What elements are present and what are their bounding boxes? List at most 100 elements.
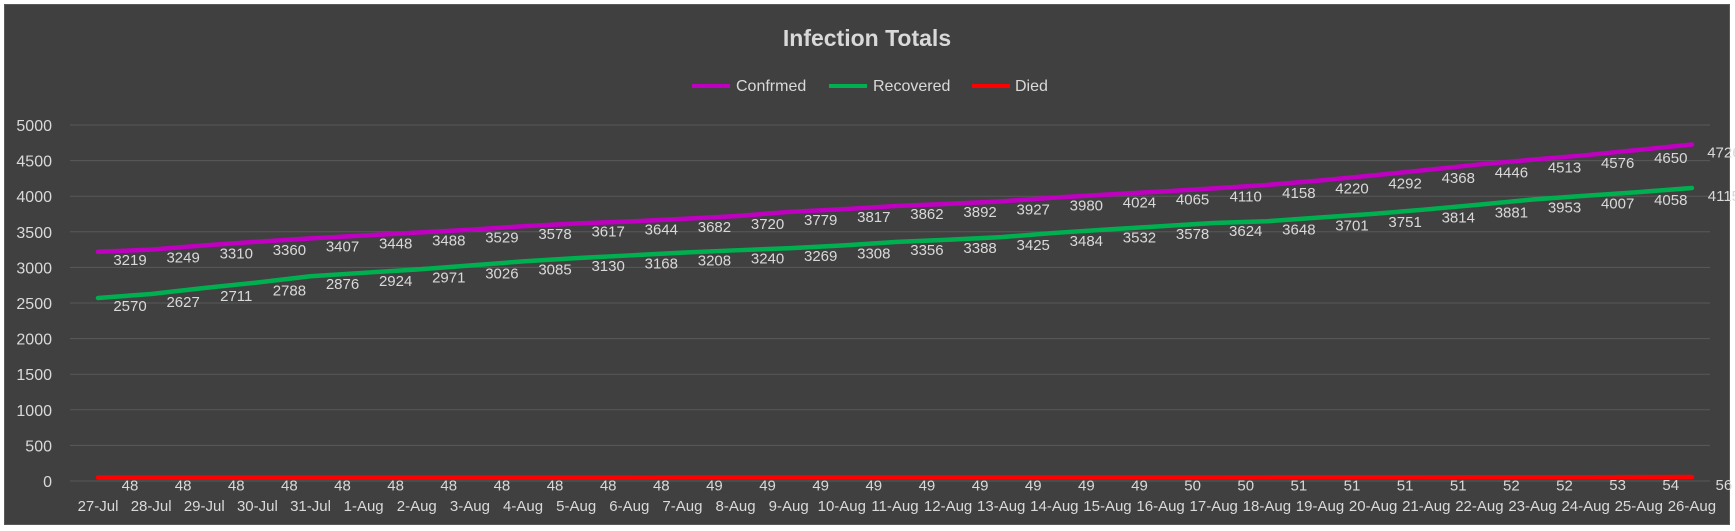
data-label-confrmed: 4292 [1388, 175, 1421, 192]
data-label-recovered: 3814 [1442, 209, 1475, 226]
data-label-confrmed: 4650 [1654, 150, 1687, 167]
data-label-died: 51 [1344, 477, 1361, 494]
data-label-confrmed: 3682 [698, 219, 731, 236]
data-label-confrmed: 3980 [1070, 198, 1103, 215]
x-tick-label: 19-Aug [1296, 498, 1344, 515]
data-label-confrmed: 3360 [273, 242, 306, 259]
x-tick-label: 20-Aug [1349, 498, 1397, 515]
data-label-recovered: 3208 [698, 253, 731, 270]
data-label-died: 49 [759, 478, 776, 495]
data-label-died: 48 [440, 478, 457, 495]
data-label-died: 49 [1131, 478, 1148, 495]
x-tick-label: 15-Aug [1083, 498, 1131, 515]
data-label-recovered: 2788 [273, 282, 306, 299]
x-tick-label: 12-Aug [924, 498, 972, 515]
data-label-recovered: 3578 [1176, 226, 1209, 243]
data-label-died: 56 [1716, 477, 1733, 494]
data-label-died: 49 [919, 478, 936, 495]
x-tick-label: 22-Aug [1455, 498, 1503, 515]
data-label-recovered: 3388 [963, 240, 996, 257]
data-label-died: 49 [865, 478, 882, 495]
x-tick-label: 5-Aug [556, 498, 596, 515]
data-label-recovered: 2971 [432, 269, 465, 286]
data-label-recovered: 2627 [166, 294, 199, 311]
data-label-recovered: 4115 [1708, 188, 1735, 205]
data-label-recovered: 3624 [1229, 223, 1262, 240]
data-label-died: 49 [1025, 478, 1042, 495]
x-tick-label: 25-Aug [1615, 498, 1663, 515]
data-label-confrmed: 4368 [1442, 170, 1475, 187]
data-label-confrmed: 4065 [1176, 192, 1209, 209]
data-label-confrmed: 3488 [432, 233, 465, 250]
data-label-died: 48 [228, 478, 245, 495]
data-label-died: 48 [175, 478, 192, 495]
data-label-died: 51 [1291, 477, 1308, 494]
data-label-died: 48 [653, 478, 670, 495]
data-label-confrmed: 4513 [1548, 160, 1581, 177]
y-tick-label: 1000 [16, 403, 52, 420]
x-tick-label: 2-Aug [397, 498, 437, 515]
data-label-recovered: 3130 [591, 258, 624, 275]
data-label-died: 48 [547, 478, 564, 495]
data-label-recovered: 2570 [113, 298, 146, 315]
chart-frame [4, 4, 1730, 525]
data-label-died: 50 [1237, 477, 1254, 494]
data-label-died: 50 [1184, 477, 1201, 494]
series-line-recovered [95, 185, 1695, 301]
y-tick-label: 2500 [16, 296, 52, 313]
data-label-confrmed: 4158 [1282, 185, 1315, 202]
data-label-died: 54 [1662, 477, 1679, 494]
data-label-recovered: 3532 [1123, 230, 1156, 247]
data-label-recovered: 3308 [857, 245, 890, 262]
x-tick-label: 7-Aug [662, 498, 702, 515]
chart-title: Infection Totals [783, 25, 951, 51]
data-label-recovered: 3953 [1548, 200, 1581, 217]
data-label-died: 48 [122, 478, 139, 495]
data-label-recovered: 3425 [1017, 237, 1050, 254]
x-tick-label: 9-Aug [769, 498, 809, 515]
y-tick-label: 3500 [16, 225, 52, 242]
data-label-recovered: 3701 [1335, 217, 1368, 234]
data-label-confrmed: 3310 [220, 245, 253, 262]
y-tick-label: 500 [25, 438, 52, 455]
data-label-confrmed: 4726 [1707, 145, 1735, 162]
data-label-died: 48 [600, 478, 617, 495]
data-label-died: 49 [706, 478, 723, 495]
data-label-recovered: 3168 [645, 255, 678, 272]
data-label-confrmed: 4576 [1601, 155, 1634, 172]
data-label-confrmed: 3448 [379, 236, 412, 253]
data-label-confrmed: 4110 [1230, 188, 1262, 205]
x-tick-label: 27-Jul [78, 498, 119, 515]
y-tick-label: 5000 [16, 118, 52, 135]
data-label-died: 49 [812, 478, 829, 495]
data-label-confrmed: 3892 [963, 204, 996, 221]
data-label-died: 48 [334, 478, 351, 495]
data-label-confrmed: 3817 [857, 209, 890, 226]
axes: 0 500 1000 1500 2000 2500 3000 3500 4000 4500 5000… [16, 118, 1716, 515]
series-line-confrmed [95, 142, 1695, 255]
x-tick-label: 6-Aug [609, 498, 649, 515]
y-tick-label: 1500 [16, 367, 52, 384]
data-label-confrmed: 4446 [1495, 164, 1528, 181]
data-label-recovered: 4058 [1654, 192, 1687, 209]
data-label-died: 48 [281, 478, 298, 495]
y-tick-label: 4000 [16, 189, 52, 206]
data-label-confrmed: 3407 [326, 238, 359, 255]
x-tick-label: 17-Aug [1190, 498, 1238, 515]
data-label-recovered: 2876 [326, 276, 359, 293]
x-tick-label: 21-Aug [1402, 498, 1450, 515]
x-tick-label: 4-Aug [503, 498, 543, 515]
x-tick-label: 11-Aug [871, 498, 918, 515]
data-label-recovered: 4007 [1601, 196, 1634, 213]
data-label-recovered: 3240 [751, 250, 784, 267]
series-line-died [95, 474, 1695, 480]
data-label-confrmed: 3779 [804, 212, 837, 229]
x-tick-label: 13-Aug [977, 498, 1025, 515]
data-label-died: 52 [1503, 477, 1520, 494]
data-label-confrmed: 3927 [1017, 201, 1050, 218]
data-label-confrmed: 4220 [1335, 181, 1368, 198]
x-tick-label: 3-Aug [450, 498, 490, 515]
x-tick-label: 16-Aug [1136, 498, 1184, 515]
data-label-recovered: 3356 [910, 242, 943, 259]
data-label-died: 49 [1078, 478, 1095, 495]
